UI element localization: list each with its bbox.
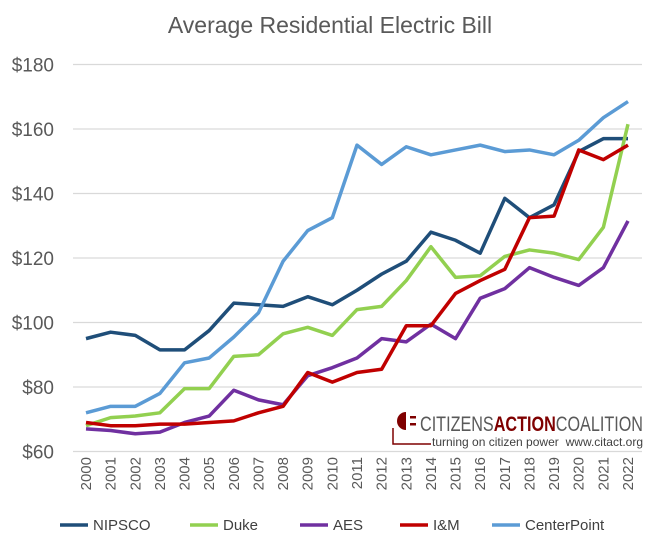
x-tick-label: 2011 <box>349 457 366 489</box>
x-tick-label: 2001 <box>103 457 120 490</box>
y-tick-label: $160 <box>12 120 54 141</box>
x-tick-label: 2021 <box>595 457 612 490</box>
x-tick-label: 2017 <box>497 457 514 490</box>
x-tick-label: 2012 <box>374 457 391 490</box>
x-tick-label: 2018 <box>521 457 538 490</box>
x-tick-label: 2004 <box>177 457 194 490</box>
x-tick-label: 2015 <box>448 457 465 490</box>
series-line-centerpoint <box>85 100 629 415</box>
chart-title: Average Residential Electric Bill <box>168 12 492 38</box>
x-tick-label: 2002 <box>127 457 144 490</box>
x-tick-label: 2014 <box>423 457 440 490</box>
x-tick-label: 2022 <box>620 457 637 490</box>
x-tick-label: 2006 <box>226 457 243 490</box>
y-tick-label: $120 <box>12 249 54 270</box>
legend-item: Duke <box>190 517 258 534</box>
svg-text:CITIZENSACTIONCOALITION: CITIZENSACTIONCOALITION <box>420 413 643 436</box>
legend-label: AES <box>333 517 363 534</box>
x-tick-label: 2009 <box>300 457 317 490</box>
legend-item: AES <box>300 517 363 534</box>
legend-item: CenterPoint <box>492 517 605 534</box>
y-tick-label: $100 <box>12 314 54 335</box>
legend-item: NIPSCO <box>60 517 151 534</box>
y-tick-label: $60 <box>22 443 54 464</box>
x-tick-label: 2003 <box>152 457 169 490</box>
x-tick-label: 2019 <box>546 457 563 490</box>
citizens-action-coalition-logo: CITIZENSACTIONCOALITION turning on citiz… <box>392 412 643 449</box>
x-tick-label: 2010 <box>324 457 341 490</box>
x-tick-label: 2020 <box>571 457 588 490</box>
legend-label: I&M <box>433 517 460 534</box>
y-tick-label: $80 <box>22 378 54 399</box>
series-line-im <box>85 143 629 428</box>
y-tick-label: $180 <box>12 56 54 77</box>
legend-label: CenterPoint <box>525 517 605 534</box>
logo-website: www.citact.org <box>565 435 643 449</box>
x-tick-label: 2005 <box>201 457 218 490</box>
series-line-nipsco <box>85 136 628 352</box>
legend-item: I&M <box>400 517 460 534</box>
x-tick-label: 2007 <box>250 457 267 490</box>
y-tick-label: $140 <box>12 185 54 206</box>
x-tick-label: 2008 <box>275 457 292 490</box>
legend-label: Duke <box>223 517 258 534</box>
logo-tagline: turning on citizen power <box>432 435 559 449</box>
x-tick-label: 2000 <box>78 457 95 490</box>
x-tick-label: 2016 <box>472 457 489 490</box>
series-line-duke <box>85 123 630 428</box>
legend-label: NIPSCO <box>93 517 151 534</box>
x-tick-label: 2013 <box>398 457 415 490</box>
